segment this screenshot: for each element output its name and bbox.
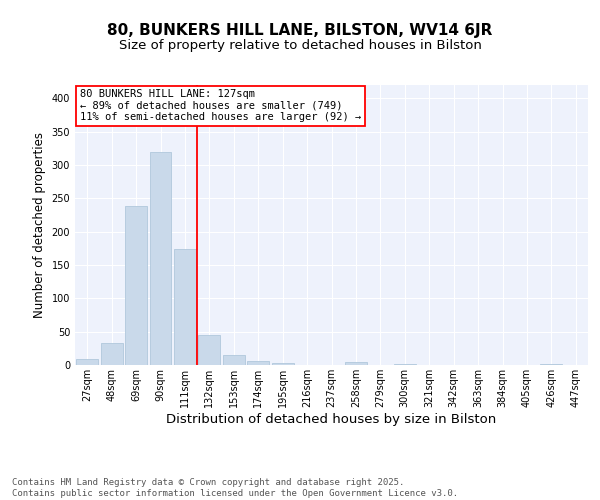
Bar	[76, 359, 98, 365]
Text: Contains HM Land Registry data © Crown copyright and database right 2025.
Contai: Contains HM Land Registry data © Crown c…	[12, 478, 458, 498]
Bar	[101, 343, 122, 365]
Bar	[272, 363, 293, 365]
Bar	[149, 152, 172, 365]
Text: Size of property relative to detached houses in Bilston: Size of property relative to detached ho…	[119, 39, 481, 52]
Text: 80 BUNKERS HILL LANE: 127sqm
← 89% of detached houses are smaller (749)
11% of s: 80 BUNKERS HILL LANE: 127sqm ← 89% of de…	[80, 89, 361, 122]
Bar	[223, 355, 245, 365]
Text: 80, BUNKERS HILL LANE, BILSTON, WV14 6JR: 80, BUNKERS HILL LANE, BILSTON, WV14 6JR	[107, 22, 493, 38]
Bar	[125, 206, 147, 365]
X-axis label: Distribution of detached houses by size in Bilston: Distribution of detached houses by size …	[166, 412, 497, 426]
Bar	[199, 335, 220, 365]
Bar	[247, 361, 269, 365]
Bar	[394, 364, 416, 365]
Bar	[541, 364, 562, 365]
Bar	[345, 362, 367, 365]
Y-axis label: Number of detached properties: Number of detached properties	[33, 132, 46, 318]
Bar	[174, 249, 196, 365]
